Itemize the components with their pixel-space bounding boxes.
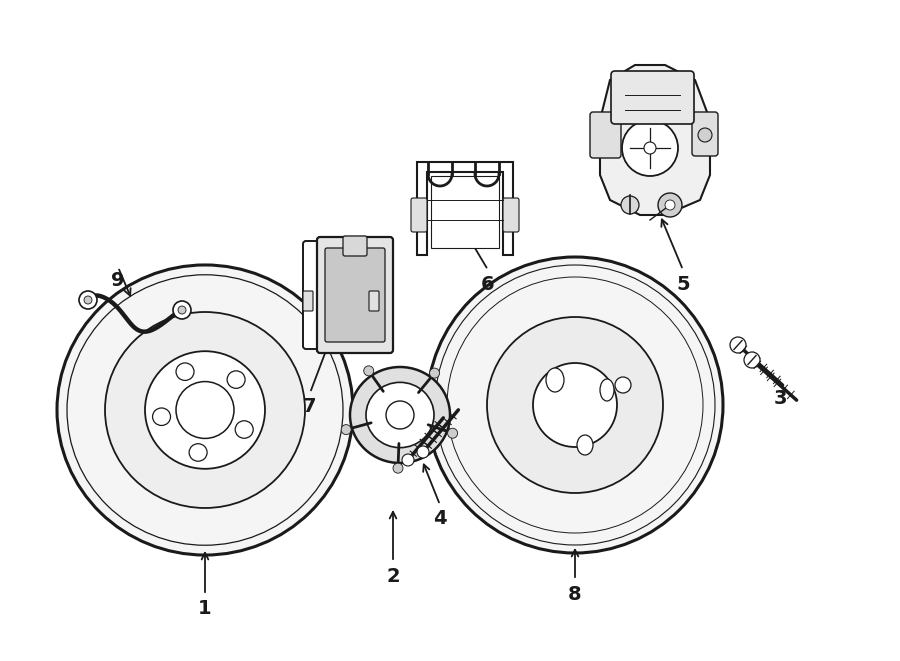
FancyBboxPatch shape <box>611 71 694 124</box>
Text: 1: 1 <box>198 600 212 619</box>
Circle shape <box>533 363 617 447</box>
Ellipse shape <box>227 371 245 389</box>
Circle shape <box>386 401 414 429</box>
Ellipse shape <box>176 381 234 438</box>
Circle shape <box>402 454 414 466</box>
Text: 9: 9 <box>112 272 125 290</box>
Circle shape <box>79 291 97 309</box>
FancyBboxPatch shape <box>369 291 379 311</box>
Text: 7: 7 <box>303 397 317 416</box>
Circle shape <box>173 301 191 319</box>
Circle shape <box>658 193 682 217</box>
Text: 3: 3 <box>773 389 787 408</box>
Circle shape <box>427 257 723 553</box>
Circle shape <box>615 377 631 393</box>
Text: 5: 5 <box>676 274 689 293</box>
Text: 6: 6 <box>482 274 495 293</box>
Circle shape <box>393 463 403 473</box>
Circle shape <box>730 337 746 353</box>
Text: 8: 8 <box>568 584 581 603</box>
FancyBboxPatch shape <box>590 112 621 158</box>
Circle shape <box>665 200 675 210</box>
Ellipse shape <box>189 444 207 461</box>
Circle shape <box>644 142 656 154</box>
FancyBboxPatch shape <box>317 237 393 353</box>
Ellipse shape <box>57 265 353 555</box>
Circle shape <box>364 366 374 376</box>
FancyBboxPatch shape <box>503 198 519 232</box>
FancyBboxPatch shape <box>411 198 427 232</box>
FancyBboxPatch shape <box>692 112 718 156</box>
Circle shape <box>621 196 639 214</box>
Ellipse shape <box>366 382 434 447</box>
FancyBboxPatch shape <box>325 248 385 342</box>
Ellipse shape <box>350 367 450 463</box>
Ellipse shape <box>176 363 194 381</box>
Circle shape <box>178 306 186 314</box>
Ellipse shape <box>600 379 614 401</box>
Circle shape <box>417 446 429 458</box>
Ellipse shape <box>546 368 564 392</box>
Circle shape <box>447 428 457 438</box>
FancyBboxPatch shape <box>303 241 383 349</box>
Circle shape <box>84 296 92 304</box>
Ellipse shape <box>577 435 593 455</box>
FancyBboxPatch shape <box>303 291 313 311</box>
Circle shape <box>341 424 351 435</box>
Ellipse shape <box>152 408 170 426</box>
Circle shape <box>487 317 663 493</box>
FancyBboxPatch shape <box>343 236 367 256</box>
Polygon shape <box>431 176 499 248</box>
Text: 4: 4 <box>433 510 446 529</box>
Text: 2: 2 <box>386 566 400 586</box>
Ellipse shape <box>235 421 253 438</box>
Ellipse shape <box>105 312 305 508</box>
Polygon shape <box>600 65 710 215</box>
Circle shape <box>744 352 760 368</box>
Circle shape <box>622 120 678 176</box>
Ellipse shape <box>145 351 265 469</box>
Polygon shape <box>417 162 513 255</box>
Circle shape <box>698 128 712 142</box>
Circle shape <box>429 368 439 378</box>
